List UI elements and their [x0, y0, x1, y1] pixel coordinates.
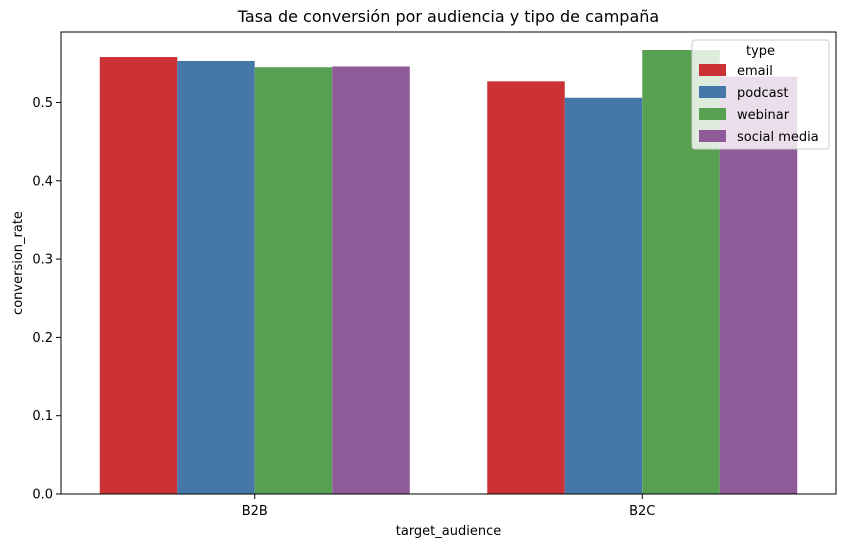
legend-label: webinar [737, 108, 790, 123]
x-axis-label: target_audience [396, 524, 501, 539]
x-tick-label: B2B [242, 504, 268, 519]
y-tick-label: 0.0 [32, 488, 53, 503]
y-tick-label: 0.3 [32, 253, 53, 268]
y-tick-label: 0.2 [32, 331, 53, 346]
y-axis: 0.0 0.1 0.2 0.3 0.4 0.5 [32, 96, 61, 503]
legend-swatch-email [699, 64, 726, 76]
bar-webinar-b2b [254, 67, 333, 494]
bar-email-b2b [99, 57, 178, 495]
y-tick-label: 0.1 [32, 409, 53, 424]
legend-swatch-social-media [699, 130, 726, 142]
bar-email-b2c [487, 81, 565, 494]
bar-podcast-b2b [177, 60, 255, 495]
y-tick-label: 0.4 [32, 174, 53, 189]
x-tick-label: B2C [629, 504, 655, 519]
legend-label: podcast [737, 86, 788, 101]
bar-social-media-b2b [332, 66, 410, 495]
y-axis-label: conversion_rate [11, 211, 26, 315]
legend-title: type [746, 44, 775, 59]
bars-group [99, 50, 798, 495]
y-tick-label: 0.5 [32, 96, 53, 111]
bar-podcast-b2c [564, 97, 643, 494]
legend-label: social media [737, 130, 819, 145]
x-axis: B2B B2C [242, 494, 655, 519]
chart-title: Tasa de conversión por audiencia y tipo … [237, 7, 659, 26]
legend: type email podcast webinar social media [691, 39, 830, 150]
legend-swatch-podcast [699, 86, 726, 98]
legend-box [691, 39, 830, 150]
plot-frame [60, 31, 837, 495]
legend-swatch-webinar [699, 108, 726, 120]
legend-label: email [737, 64, 773, 79]
